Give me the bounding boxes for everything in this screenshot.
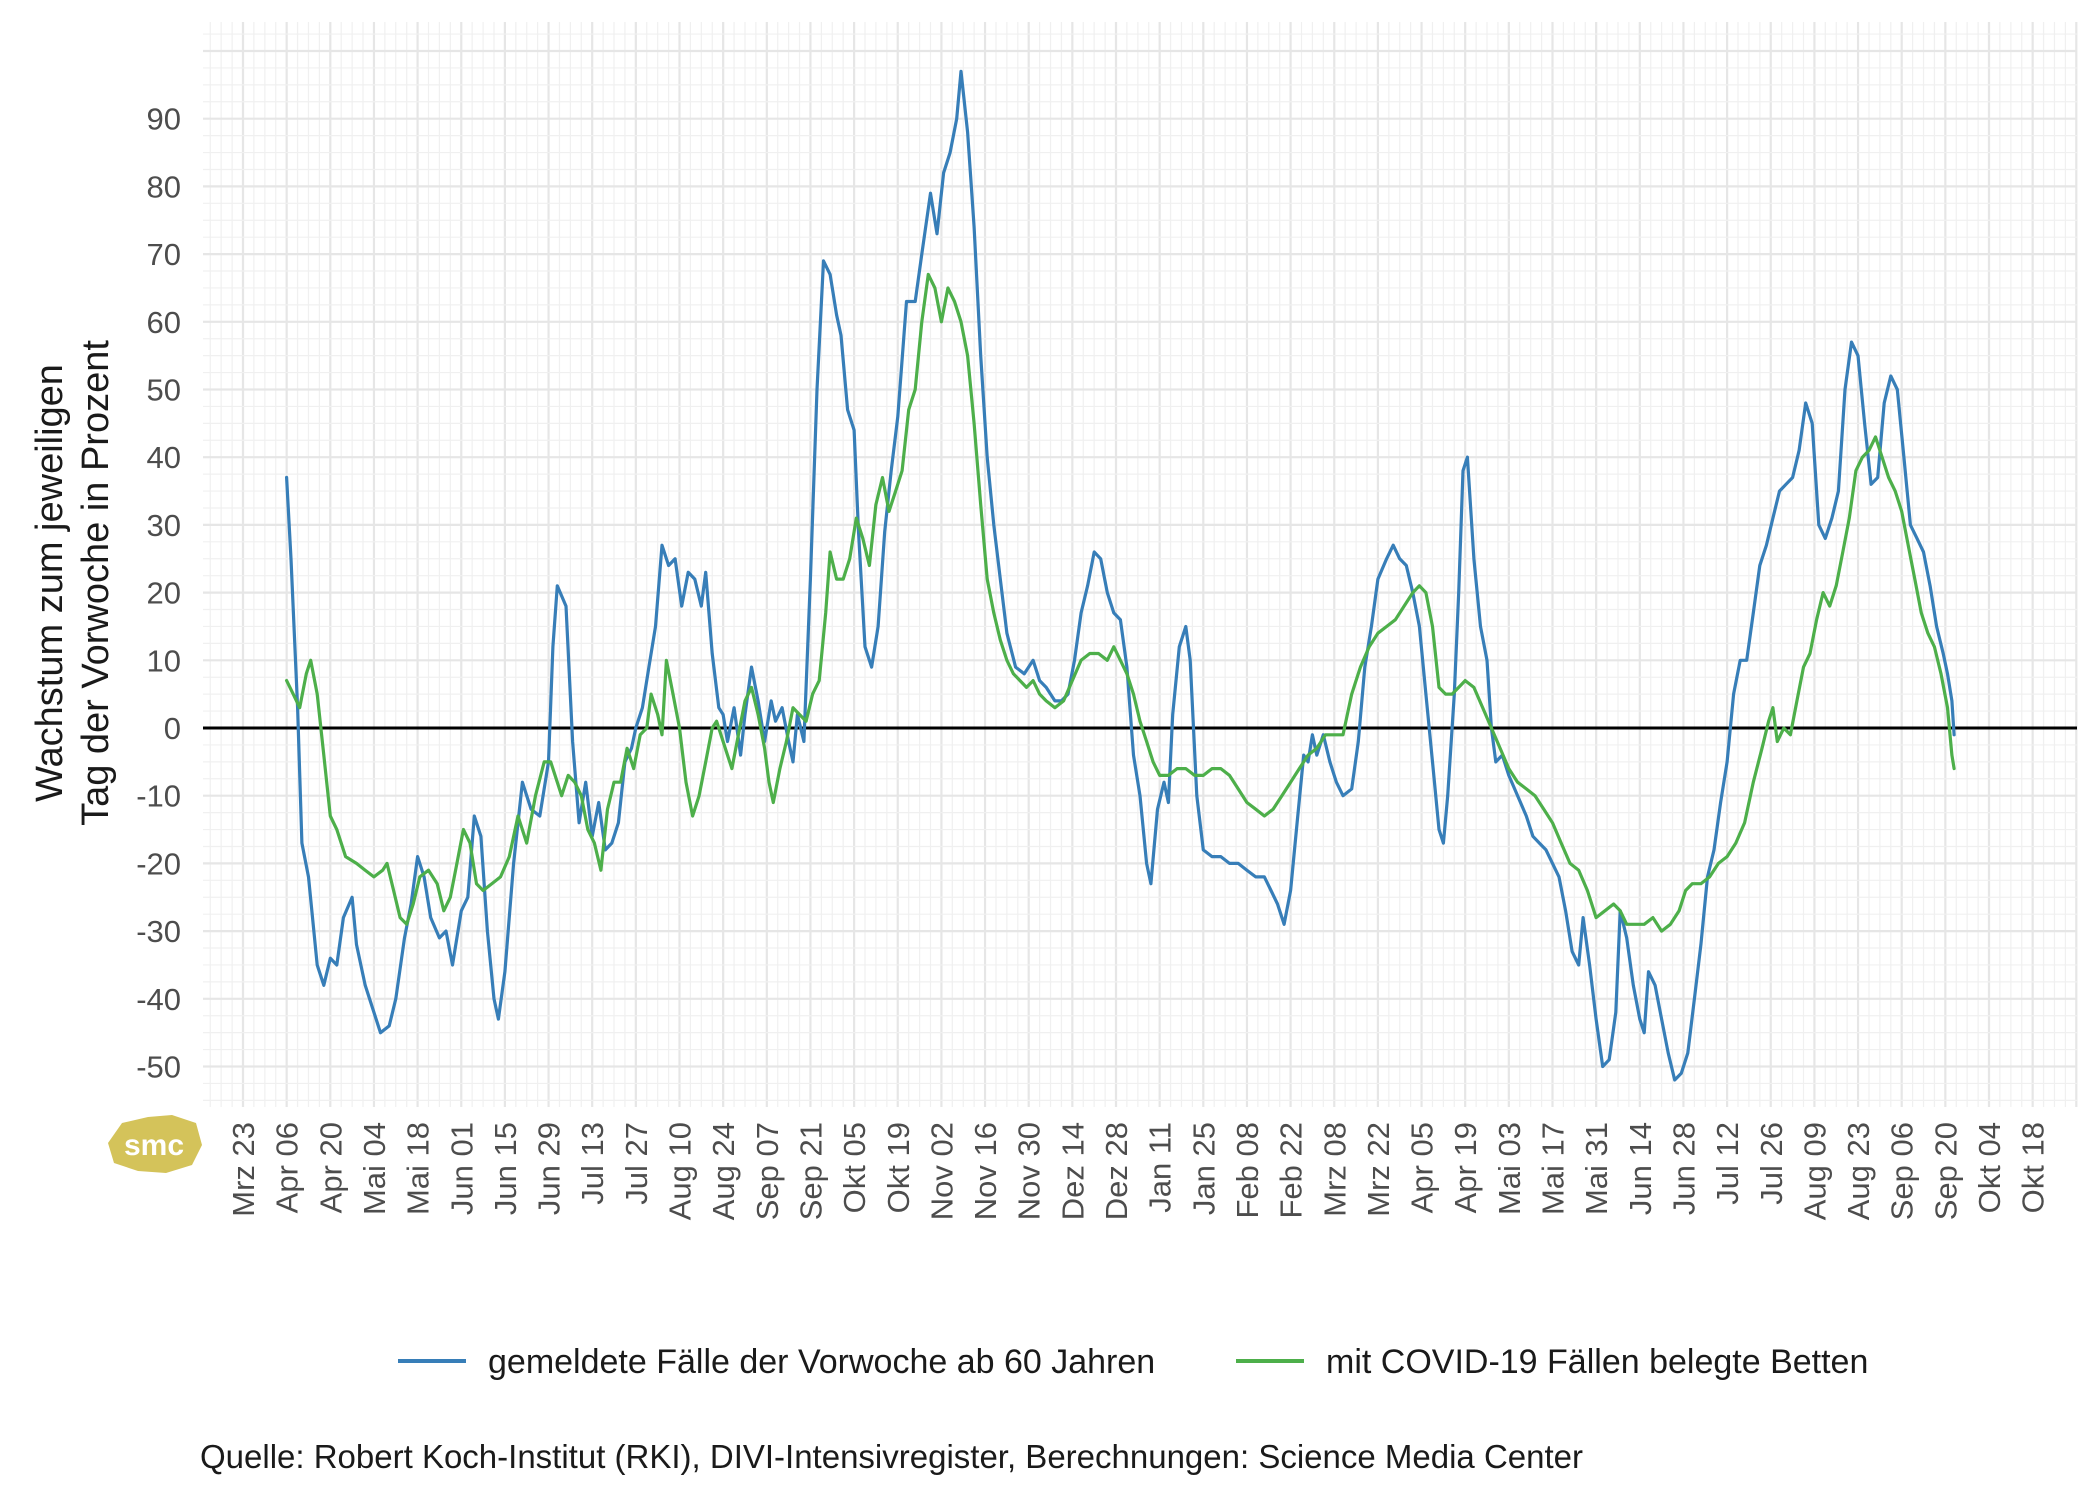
y-tick-label: 30 xyxy=(147,508,181,543)
y-axis-ticks: -50 -40 -30 -20 -10 0 10 20 30 40 50 60 70 80 90 xyxy=(136,102,181,1085)
caption: Quelle: Robert Koch-Institut (RKI), DIVI… xyxy=(200,1438,1583,1475)
y-tick-label: 40 xyxy=(147,440,181,475)
series-layer xyxy=(285,69,1956,1082)
y-tick-label: -30 xyxy=(136,914,181,949)
y-axis-title-line-1: Wachstum zum jeweiligen xyxy=(29,364,71,802)
x-tick-label: Mai 17 xyxy=(1536,1122,1571,1215)
x-tick-label: Apr 20 xyxy=(313,1122,348,1213)
x-tick-label: Apr 06 xyxy=(270,1122,305,1213)
x-tick-label: Sep 06 xyxy=(1885,1122,1920,1220)
x-tick-label: Feb 22 xyxy=(1274,1122,1309,1219)
x-tick-label: Apr 05 xyxy=(1405,1122,1440,1213)
x-tick-label: Jun 14 xyxy=(1623,1122,1658,1215)
y-tick-label: 0 xyxy=(164,711,181,746)
x-tick-label: Nov 16 xyxy=(968,1122,1003,1220)
x-tick-label: Sep 07 xyxy=(750,1122,785,1220)
x-tick-label: Jul 26 xyxy=(1754,1122,1789,1205)
x-tick-label: Jun 28 xyxy=(1666,1122,1701,1215)
x-tick-label: Mai 04 xyxy=(357,1122,392,1215)
x-axis-ticks: Mrz 23 Apr 06 Apr 20 Mai 04 Mai 18 Jun 01 Jun … xyxy=(226,1122,2051,1220)
x-tick-label: Mrz 23 xyxy=(226,1122,261,1217)
x-tick-label: Jan 25 xyxy=(1186,1122,1221,1215)
x-tick-label: Sep 21 xyxy=(793,1122,828,1220)
y-tick-label: -50 xyxy=(136,1050,181,1085)
smc-logo-text: smc xyxy=(124,1129,184,1162)
y-tick-label: 10 xyxy=(147,643,181,678)
legend-label-cases: gemeldete Fälle der Vorwoche ab 60 Jahre… xyxy=(488,1343,1155,1381)
x-tick-label: Jan 11 xyxy=(1143,1122,1178,1213)
y-tick-label: 90 xyxy=(147,102,181,137)
x-tick-label: Mai 31 xyxy=(1579,1122,1614,1215)
x-tick-label: Sep 20 xyxy=(1928,1122,1963,1220)
y-tick-label: 80 xyxy=(147,169,181,204)
y-axis-title: Wachstum zum jeweiligen Tag der Vorwoche… xyxy=(29,340,117,826)
series-line-cases-60plus xyxy=(285,69,1956,1082)
x-tick-label: Jun 15 xyxy=(488,1122,523,1215)
x-tick-label: Dez 14 xyxy=(1055,1122,1090,1220)
x-tick-label: Aug 24 xyxy=(706,1122,741,1220)
x-tick-label: Okt 19 xyxy=(881,1122,916,1213)
y-tick-label: 70 xyxy=(147,237,181,272)
x-tick-label: Jul 12 xyxy=(1710,1122,1745,1205)
x-tick-label: Feb 08 xyxy=(1230,1122,1265,1219)
y-tick-label: 60 xyxy=(147,305,181,340)
x-tick-label: Jun 01 xyxy=(444,1122,479,1215)
x-tick-label: Mrz 22 xyxy=(1361,1122,1396,1217)
x-tick-label: Nov 02 xyxy=(924,1122,959,1220)
legend: gemeldete Fälle der Vorwoche ab 60 Jahre… xyxy=(398,1343,1868,1381)
x-tick-label: Okt 04 xyxy=(1972,1122,2007,1213)
x-tick-label: Jul 13 xyxy=(575,1122,610,1205)
x-tick-label: Jul 27 xyxy=(619,1122,654,1205)
legend-label-beds: mit COVID-19 Fällen belegte Betten xyxy=(1326,1343,1868,1381)
y-tick-label: -10 xyxy=(136,779,181,814)
x-tick-label: Mai 18 xyxy=(401,1122,436,1215)
y-axis-title-line-2: Tag der Vorwoche in Prozent xyxy=(75,340,117,826)
smc-logo: smc xyxy=(108,1115,202,1173)
y-tick-label: 20 xyxy=(147,576,181,611)
y-tick-label: -20 xyxy=(136,846,181,881)
x-tick-label: Okt 18 xyxy=(2016,1122,2051,1213)
x-tick-label: Mrz 08 xyxy=(1317,1122,1352,1217)
x-tick-label: Nov 30 xyxy=(1012,1122,1047,1220)
x-tick-label: Aug 09 xyxy=(1797,1122,1832,1220)
x-tick-label: Aug 10 xyxy=(663,1122,698,1220)
x-tick-label: Apr 19 xyxy=(1448,1122,1483,1213)
x-tick-label: Jun 29 xyxy=(532,1122,567,1215)
x-tick-label: Aug 23 xyxy=(1841,1122,1876,1220)
grid xyxy=(203,22,2078,1107)
smc-logo-shape xyxy=(108,1115,202,1173)
x-tick-label: Mai 03 xyxy=(1492,1122,1527,1215)
x-tick-label: Dez 28 xyxy=(1099,1122,1134,1220)
series-line-covid-beds xyxy=(285,272,1956,933)
x-tick-label: Okt 05 xyxy=(837,1122,872,1213)
y-tick-label: 50 xyxy=(147,373,181,408)
y-tick-label: -40 xyxy=(136,982,181,1017)
